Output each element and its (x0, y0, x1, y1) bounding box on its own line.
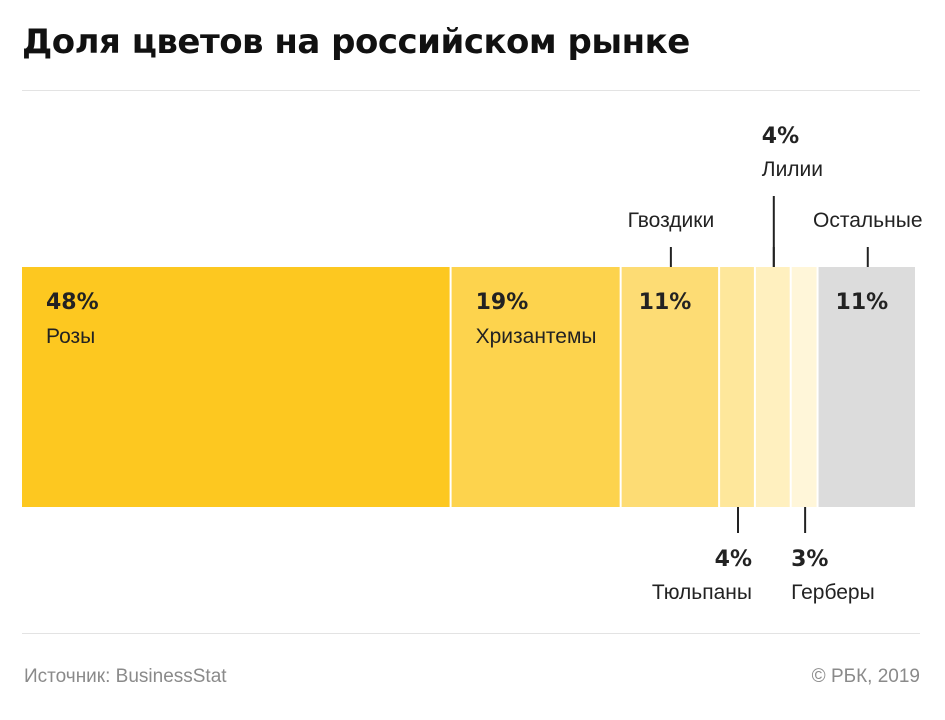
value-label-гвоздики: 11% (639, 290, 692, 315)
value-label-тюльпаны: 4% (715, 547, 752, 572)
category-label-герберы: Герберы (791, 581, 875, 604)
category-label-хризантемы: Хризантемы (476, 325, 597, 348)
bar-segment-лилии (755, 267, 790, 507)
top-divider (22, 90, 920, 91)
bar-segment-гвоздики (621, 267, 719, 507)
value-label-лилии: 4% (762, 124, 799, 149)
category-label-тюльпаны: Тюльпаны (652, 581, 752, 604)
source-note: Источник: BusinessStat (24, 666, 227, 687)
category-label-лилии: Лилии (762, 158, 823, 181)
category-label-гвоздики: Гвоздики (628, 209, 715, 232)
bar-segment-хризантемы (451, 267, 620, 507)
value-label-хризантемы: 19% (476, 290, 529, 315)
bar-segment-тюльпаны (720, 267, 754, 507)
chart-title: Доля цветов на российском рынке (22, 22, 690, 62)
copyright-note: © РБК, 2019 (811, 666, 920, 687)
bar-segment-розы (22, 267, 450, 507)
bar-segment-остальные (818, 267, 915, 507)
value-label-остальные: 11% (836, 290, 889, 315)
category-label-розы: Розы (46, 325, 95, 348)
value-label-герберы: 3% (791, 547, 828, 572)
bottom-divider (22, 633, 920, 634)
category-label-остальные: Остальные (813, 209, 922, 232)
bar-segment-герберы (791, 267, 817, 507)
value-label-розы: 48% (46, 290, 99, 315)
